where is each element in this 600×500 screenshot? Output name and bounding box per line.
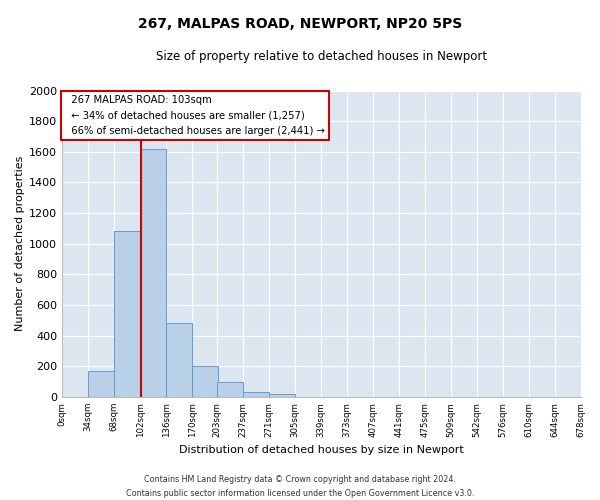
Bar [244, 392, 269, 397]
Text: Contains HM Land Registry data © Crown copyright and database right 2024.
Contai: Contains HM Land Registry data © Crown c… [126, 476, 474, 498]
Bar [217, 382, 244, 397]
Text: 267 MALPAS ROAD: 103sqm
  ← 34% of detached houses are smaller (1,257)
  66% of : 267 MALPAS ROAD: 103sqm ← 34% of detache… [65, 95, 325, 136]
Bar [166, 324, 192, 397]
Y-axis label: Number of detached properties: Number of detached properties [15, 156, 25, 332]
Text: 267, MALPAS ROAD, NEWPORT, NP20 5PS: 267, MALPAS ROAD, NEWPORT, NP20 5PS [138, 18, 462, 32]
Bar [88, 371, 114, 397]
Title: Size of property relative to detached houses in Newport: Size of property relative to detached ho… [156, 50, 487, 63]
X-axis label: Distribution of detached houses by size in Newport: Distribution of detached houses by size … [179, 445, 464, 455]
Bar [114, 232, 140, 397]
Bar [269, 394, 295, 397]
Bar [140, 149, 166, 397]
Bar [192, 366, 218, 397]
